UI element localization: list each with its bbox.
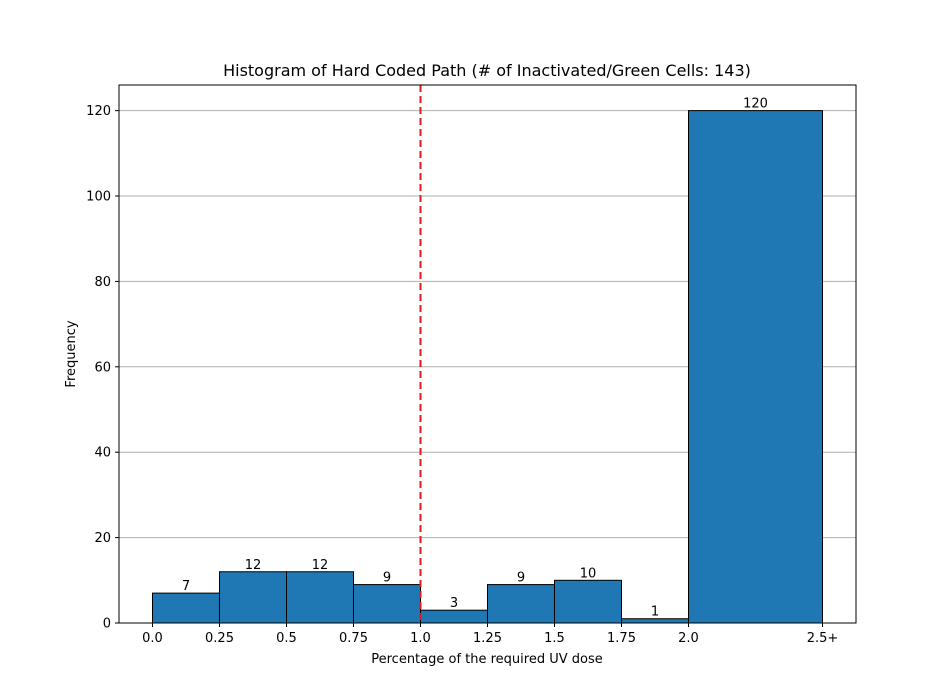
x-tick-label: 1.75 xyxy=(607,631,636,646)
x-tick-label: 2.5+ xyxy=(807,631,839,646)
x-tick-label: 0.5 xyxy=(276,631,297,646)
x-tick-label: 1.5 xyxy=(544,631,565,646)
bar-value-label: 120 xyxy=(743,97,768,112)
x-tick-label: 1.0 xyxy=(410,631,431,646)
bar-value-label: 3 xyxy=(450,596,458,611)
bar-value-label: 9 xyxy=(383,571,391,586)
bar-value-label: 10 xyxy=(580,566,597,581)
histogram-bar xyxy=(152,592,220,624)
histogram-bar xyxy=(487,584,555,624)
histogram-bar xyxy=(219,571,287,624)
histogram-bar xyxy=(286,571,354,624)
x-tick-label: 0.0 xyxy=(142,631,163,646)
bar-value-label: 12 xyxy=(245,558,262,573)
chart-title: Histogram of Hard Coded Path (# of Inact… xyxy=(223,61,751,80)
histogram-bar xyxy=(554,579,622,624)
bar-value-label: 1 xyxy=(651,605,659,620)
x-axis-label: Percentage of the required UV dose xyxy=(371,652,603,667)
x-tick-label: 1.25 xyxy=(473,631,502,646)
y-tick-label: 80 xyxy=(94,275,111,290)
histogram-bar xyxy=(420,609,488,624)
bar-value-label: 9 xyxy=(517,571,525,586)
y-axis-label: Frequency xyxy=(64,320,79,387)
bar-labels-layer: 7 12 12 9 3 9 10 1 120 xyxy=(182,97,768,620)
x-tick-label: 0.25 xyxy=(205,631,234,646)
y-tick-label: 60 xyxy=(94,360,111,375)
bar-value-label: 12 xyxy=(312,558,329,573)
bars-layer xyxy=(152,110,823,624)
y-tick-label: 20 xyxy=(94,531,111,546)
ticks-layer: 0 20 40 60 80 100 120 0.0 0.25 0.5 0.75 1.0 1.25 1.5 1… xyxy=(86,104,838,646)
y-tick-label: 100 xyxy=(86,190,111,205)
bar-value-label: 7 xyxy=(182,579,190,594)
x-tick-label: 2.0 xyxy=(678,631,699,646)
y-tick-label: 0 xyxy=(103,617,111,632)
x-tick-label: 0.75 xyxy=(339,631,368,646)
y-tick-label: 120 xyxy=(86,104,111,119)
histogram-bar xyxy=(353,584,421,624)
y-tick-label: 40 xyxy=(94,446,111,461)
histogram-bar xyxy=(688,110,823,624)
